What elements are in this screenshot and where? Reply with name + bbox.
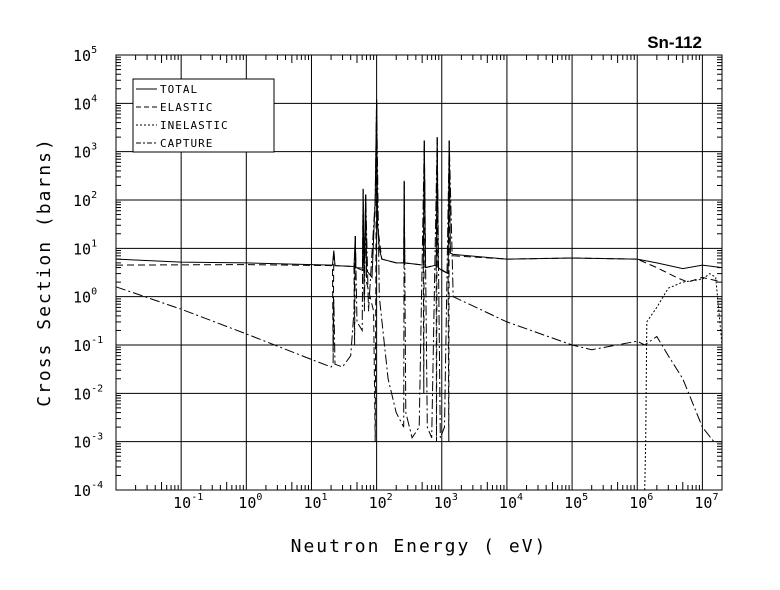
- legend-label: ELASTIC: [160, 101, 213, 114]
- series-capture: [115, 99, 722, 443]
- x-tick-labels: 10-1 100 101 102 103 104 105 106 107: [173, 492, 718, 512]
- plot-lines: [115, 99, 723, 491]
- legend-box: [132, 78, 275, 153]
- series-inelastic: [644, 272, 723, 491]
- x-tick-label: 104: [499, 492, 523, 512]
- chart-title: Sn-112: [647, 33, 702, 52]
- y-tick-label: 103: [73, 142, 97, 162]
- y-tick-label: 10-1: [73, 335, 103, 355]
- x-tick-label: 100: [238, 492, 262, 512]
- x-tick-label: 101: [303, 492, 327, 512]
- y-tick-label: 10-4: [73, 480, 103, 500]
- x-axis-label: Neutron Energy ( eV): [291, 536, 548, 557]
- y-axis-label: Cross Section (barns): [34, 137, 55, 407]
- x-tick-label: 105: [564, 492, 588, 512]
- y-tick-label: 104: [73, 93, 97, 113]
- y-tick-label: 10-2: [73, 383, 103, 403]
- y-tick-label: 100: [73, 287, 97, 307]
- legend-label: CAPTURE: [160, 137, 213, 150]
- series-elastic: [115, 99, 723, 442]
- plot-frame: [115, 54, 723, 491]
- legend-label: INELASTIC: [160, 119, 229, 132]
- x-tick-label: 103: [434, 492, 458, 512]
- x-tick-label: 10-1: [173, 492, 203, 512]
- y-tick-label: 102: [73, 190, 97, 210]
- x-tick-label: 106: [629, 492, 653, 512]
- x-tick-label: 102: [369, 492, 393, 512]
- y-tick-label: 10-3: [73, 432, 103, 452]
- y-tick-label: 105: [73, 45, 97, 65]
- legend-label: TOTAL: [160, 83, 198, 96]
- legend: TOTAL ELASTIC INELASTIC CAPTURE: [132, 78, 275, 153]
- y-tick-label: 101: [73, 238, 97, 258]
- x-tick-label: 107: [694, 492, 718, 512]
- y-tick-labels: 10-4 10-3 10-2 10-1 100 101 102 103 104 105: [73, 45, 103, 500]
